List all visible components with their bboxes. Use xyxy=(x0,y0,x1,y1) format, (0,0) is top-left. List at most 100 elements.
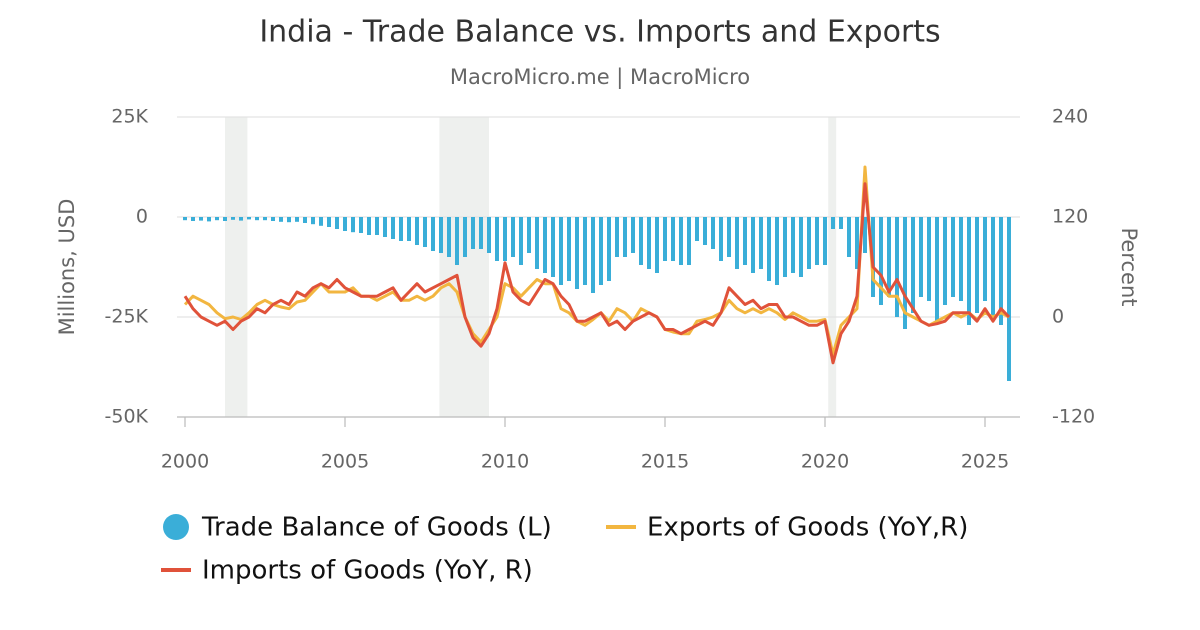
bar xyxy=(487,217,491,253)
bar xyxy=(255,217,259,221)
bar xyxy=(463,217,467,257)
bar xyxy=(319,217,323,226)
bar xyxy=(383,217,387,237)
bar xyxy=(287,217,291,223)
bar xyxy=(551,217,555,277)
x-tick-label: 2020 xyxy=(801,451,849,473)
bar xyxy=(351,217,355,233)
bar xyxy=(943,217,947,305)
bar xyxy=(735,217,739,269)
bar xyxy=(439,217,443,253)
legend-label[interactable]: Imports of Goods (YoY, R) xyxy=(202,556,533,586)
bar xyxy=(263,217,267,221)
bar xyxy=(359,217,363,233)
legend-label[interactable]: Exports of Goods (YoY,R) xyxy=(647,513,968,543)
bar xyxy=(903,217,907,329)
bar xyxy=(623,217,627,257)
bar xyxy=(743,217,747,265)
bar xyxy=(687,217,691,265)
bar xyxy=(479,217,483,249)
bar xyxy=(375,217,379,235)
bar xyxy=(791,217,795,273)
bar xyxy=(199,217,203,221)
bar xyxy=(311,217,315,225)
bar xyxy=(543,217,547,273)
line xyxy=(183,182,1011,365)
bar xyxy=(559,217,563,285)
bar xyxy=(967,217,971,325)
bar xyxy=(775,217,779,285)
bar xyxy=(751,217,755,273)
bar xyxy=(679,217,683,265)
x-tick-label: 2000 xyxy=(161,451,209,473)
bar xyxy=(999,217,1003,325)
bar xyxy=(335,217,339,229)
bar xyxy=(343,217,347,231)
bar xyxy=(855,217,859,269)
bar xyxy=(783,217,787,277)
bar xyxy=(519,217,523,265)
bar xyxy=(407,217,411,241)
bar xyxy=(719,217,723,261)
shaded-period xyxy=(439,117,489,417)
bar xyxy=(535,217,539,269)
legend-marker[interactable] xyxy=(163,514,189,540)
y2-tick-label: -120 xyxy=(1052,406,1095,428)
chart-subtitle: MacroMicro.me | MacroMicro xyxy=(450,65,750,90)
x-tick-label: 2010 xyxy=(481,451,529,473)
bar xyxy=(767,217,771,281)
x-tick-label: 2015 xyxy=(641,451,689,473)
bar xyxy=(839,217,843,229)
bar xyxy=(223,217,227,221)
bar xyxy=(391,217,395,239)
bar xyxy=(215,217,219,221)
bar xyxy=(831,217,835,229)
bar xyxy=(863,217,867,253)
bar xyxy=(911,217,915,313)
bar xyxy=(583,217,587,285)
bar xyxy=(1007,217,1011,381)
bar xyxy=(495,217,499,261)
bar xyxy=(591,217,595,293)
bar xyxy=(607,217,611,281)
bar xyxy=(239,217,243,221)
bar xyxy=(575,217,579,289)
bar xyxy=(727,217,731,257)
bar xyxy=(271,217,275,221)
bar xyxy=(279,217,283,222)
bar xyxy=(247,217,251,220)
y2-tick-label: 0 xyxy=(1052,306,1064,328)
shaded-period xyxy=(225,117,248,417)
x-tick-label: 2005 xyxy=(321,451,369,473)
bar xyxy=(191,217,195,221)
bar xyxy=(527,217,531,253)
bar xyxy=(695,217,699,241)
bar xyxy=(847,217,851,257)
legend-label[interactable]: Trade Balance of Goods (L) xyxy=(201,513,552,543)
bar xyxy=(207,217,211,222)
bar xyxy=(815,217,819,265)
y-tick-label: 0 xyxy=(136,206,148,228)
bar xyxy=(295,217,299,222)
bar xyxy=(703,217,707,245)
bar xyxy=(455,217,459,265)
bar xyxy=(503,217,507,261)
bar xyxy=(447,217,451,257)
bar xyxy=(799,217,803,277)
shaded-period xyxy=(828,117,837,417)
bar xyxy=(423,217,427,247)
bar xyxy=(663,217,667,261)
bar xyxy=(711,217,715,249)
bar xyxy=(647,217,651,269)
bar xyxy=(327,217,331,227)
bar xyxy=(671,217,675,261)
bar xyxy=(823,217,827,265)
bar xyxy=(631,217,635,253)
bar xyxy=(367,217,371,235)
y-axis-label: Millions, USD xyxy=(55,199,79,336)
bar xyxy=(415,217,419,245)
bar xyxy=(399,217,403,241)
y-tick-label: 25K xyxy=(111,106,148,128)
bar xyxy=(567,217,571,281)
